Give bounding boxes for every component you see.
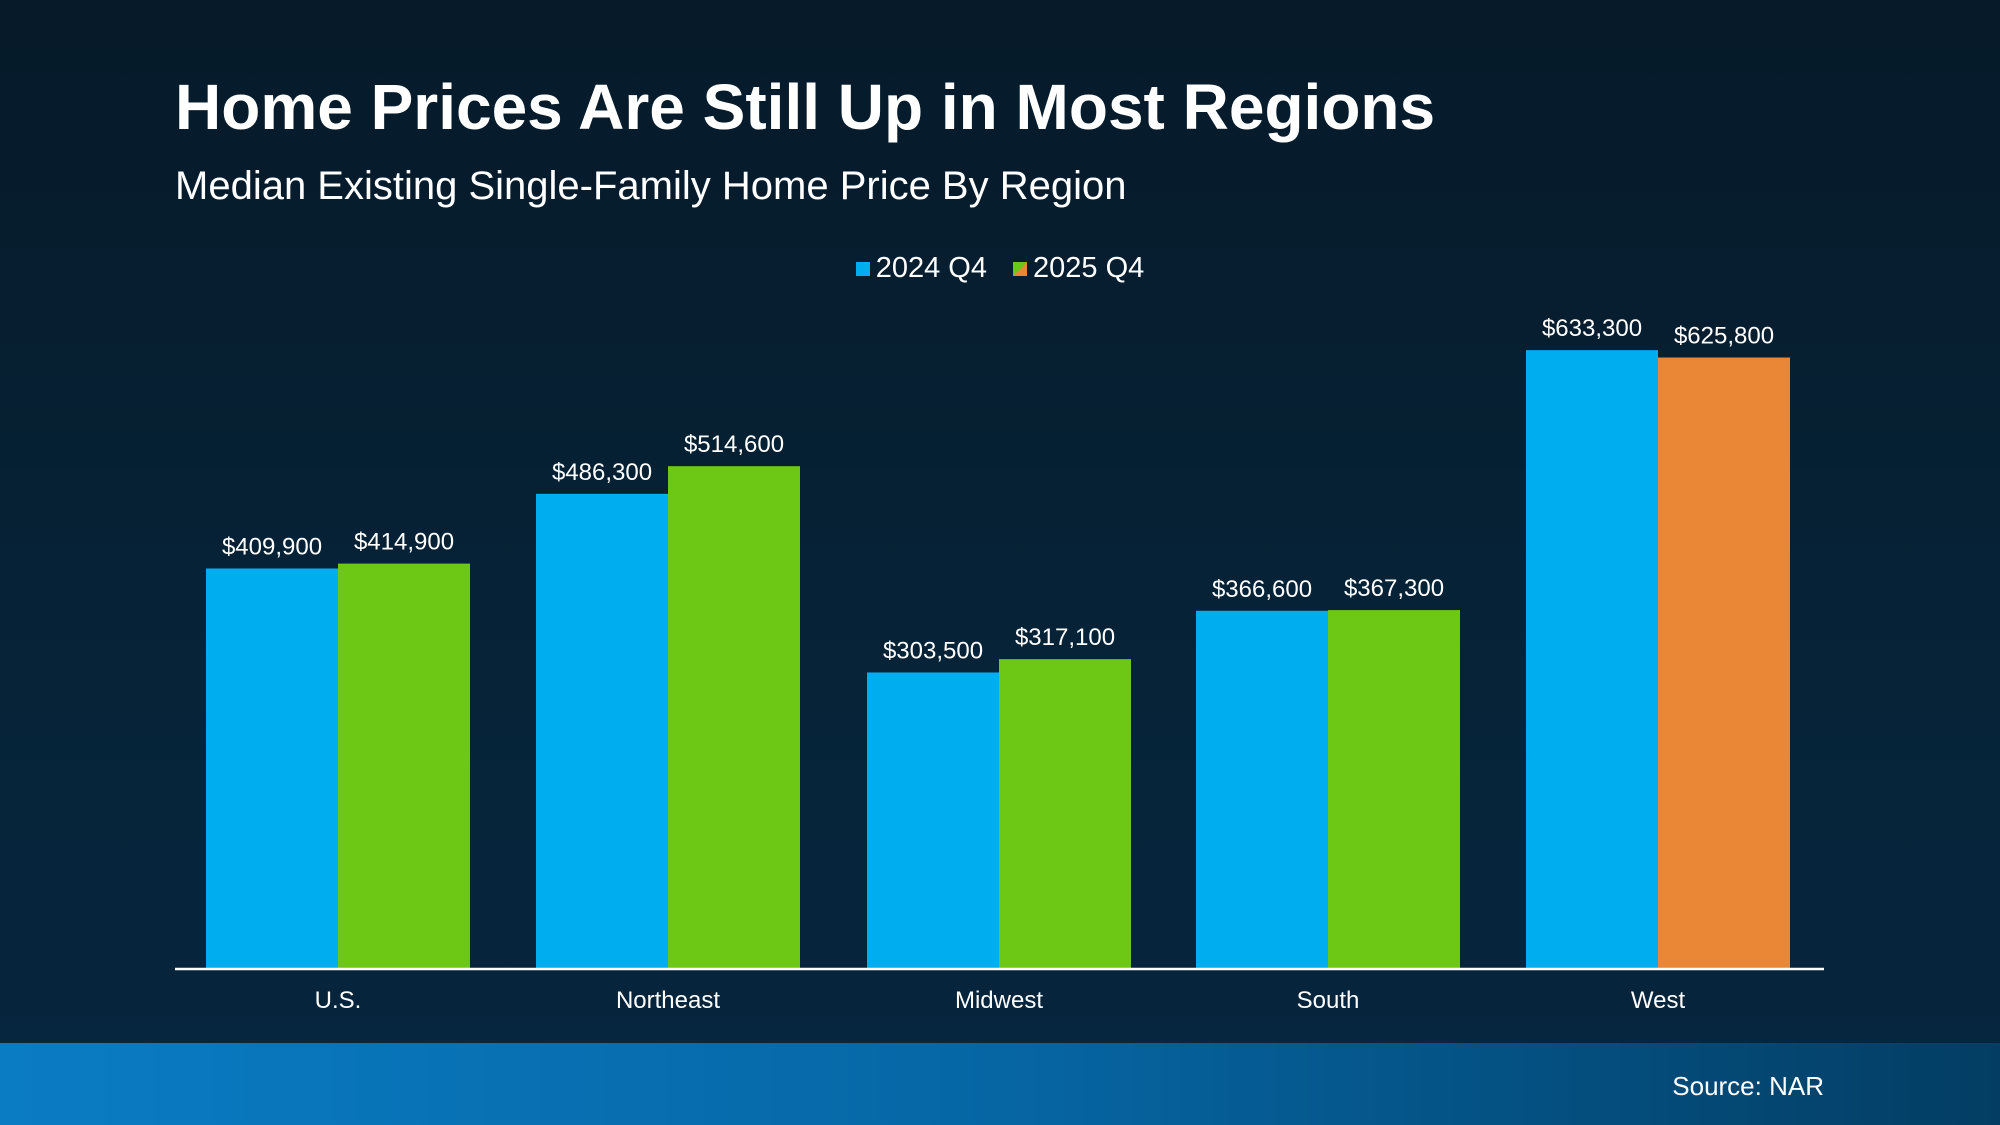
legend: 2024 Q4 2025 Q4 <box>0 252 2000 285</box>
footer-band <box>0 1043 2000 1125</box>
bar-2025 <box>999 659 1131 969</box>
data-label: $409,900 <box>222 533 322 560</box>
legend-label: 2025 Q4 <box>1033 252 1145 284</box>
bar-2025 <box>338 563 470 969</box>
legend-swatch-blue <box>855 261 870 276</box>
legend-swatch-green-orange <box>1013 261 1027 276</box>
data-label: $633,300 <box>1542 315 1642 342</box>
bar-2024 <box>867 672 999 969</box>
data-label: $625,800 <box>1674 323 1774 350</box>
category-label: South <box>1297 987 1360 1014</box>
legend-item-2025: 2025 Q4 <box>1013 252 1144 285</box>
bar-2025 <box>1328 610 1460 969</box>
bar-2024 <box>1526 350 1658 969</box>
bar-2024 <box>1196 610 1328 969</box>
chart-title: Home Prices Are Still Up in Most Regions <box>175 71 1436 143</box>
category-label: Midwest <box>955 987 1043 1014</box>
data-label: $317,100 <box>1015 624 1115 651</box>
category-label: U.S. <box>315 987 362 1014</box>
data-label: $366,600 <box>1212 576 1312 603</box>
category-label: West <box>1631 987 1686 1014</box>
data-label: $367,300 <box>1344 575 1444 602</box>
data-label: $303,500 <box>883 637 983 664</box>
category-label: Northeast <box>616 987 720 1014</box>
legend-item-2024: 2024 Q4 <box>855 252 987 285</box>
bar-2024 <box>206 568 338 969</box>
source-note: Source: NAR <box>1672 1071 1824 1101</box>
data-label: $514,600 <box>684 431 784 458</box>
data-label: $414,900 <box>354 529 454 556</box>
data-label: $486,300 <box>552 459 652 486</box>
legend-label: 2024 Q4 <box>875 252 987 284</box>
bar-2025 <box>668 466 800 969</box>
chart-subtitle: Median Existing Single-Family Home Price… <box>175 164 1127 208</box>
bar-2025 <box>1658 357 1790 969</box>
bar-2024 <box>536 493 668 969</box>
